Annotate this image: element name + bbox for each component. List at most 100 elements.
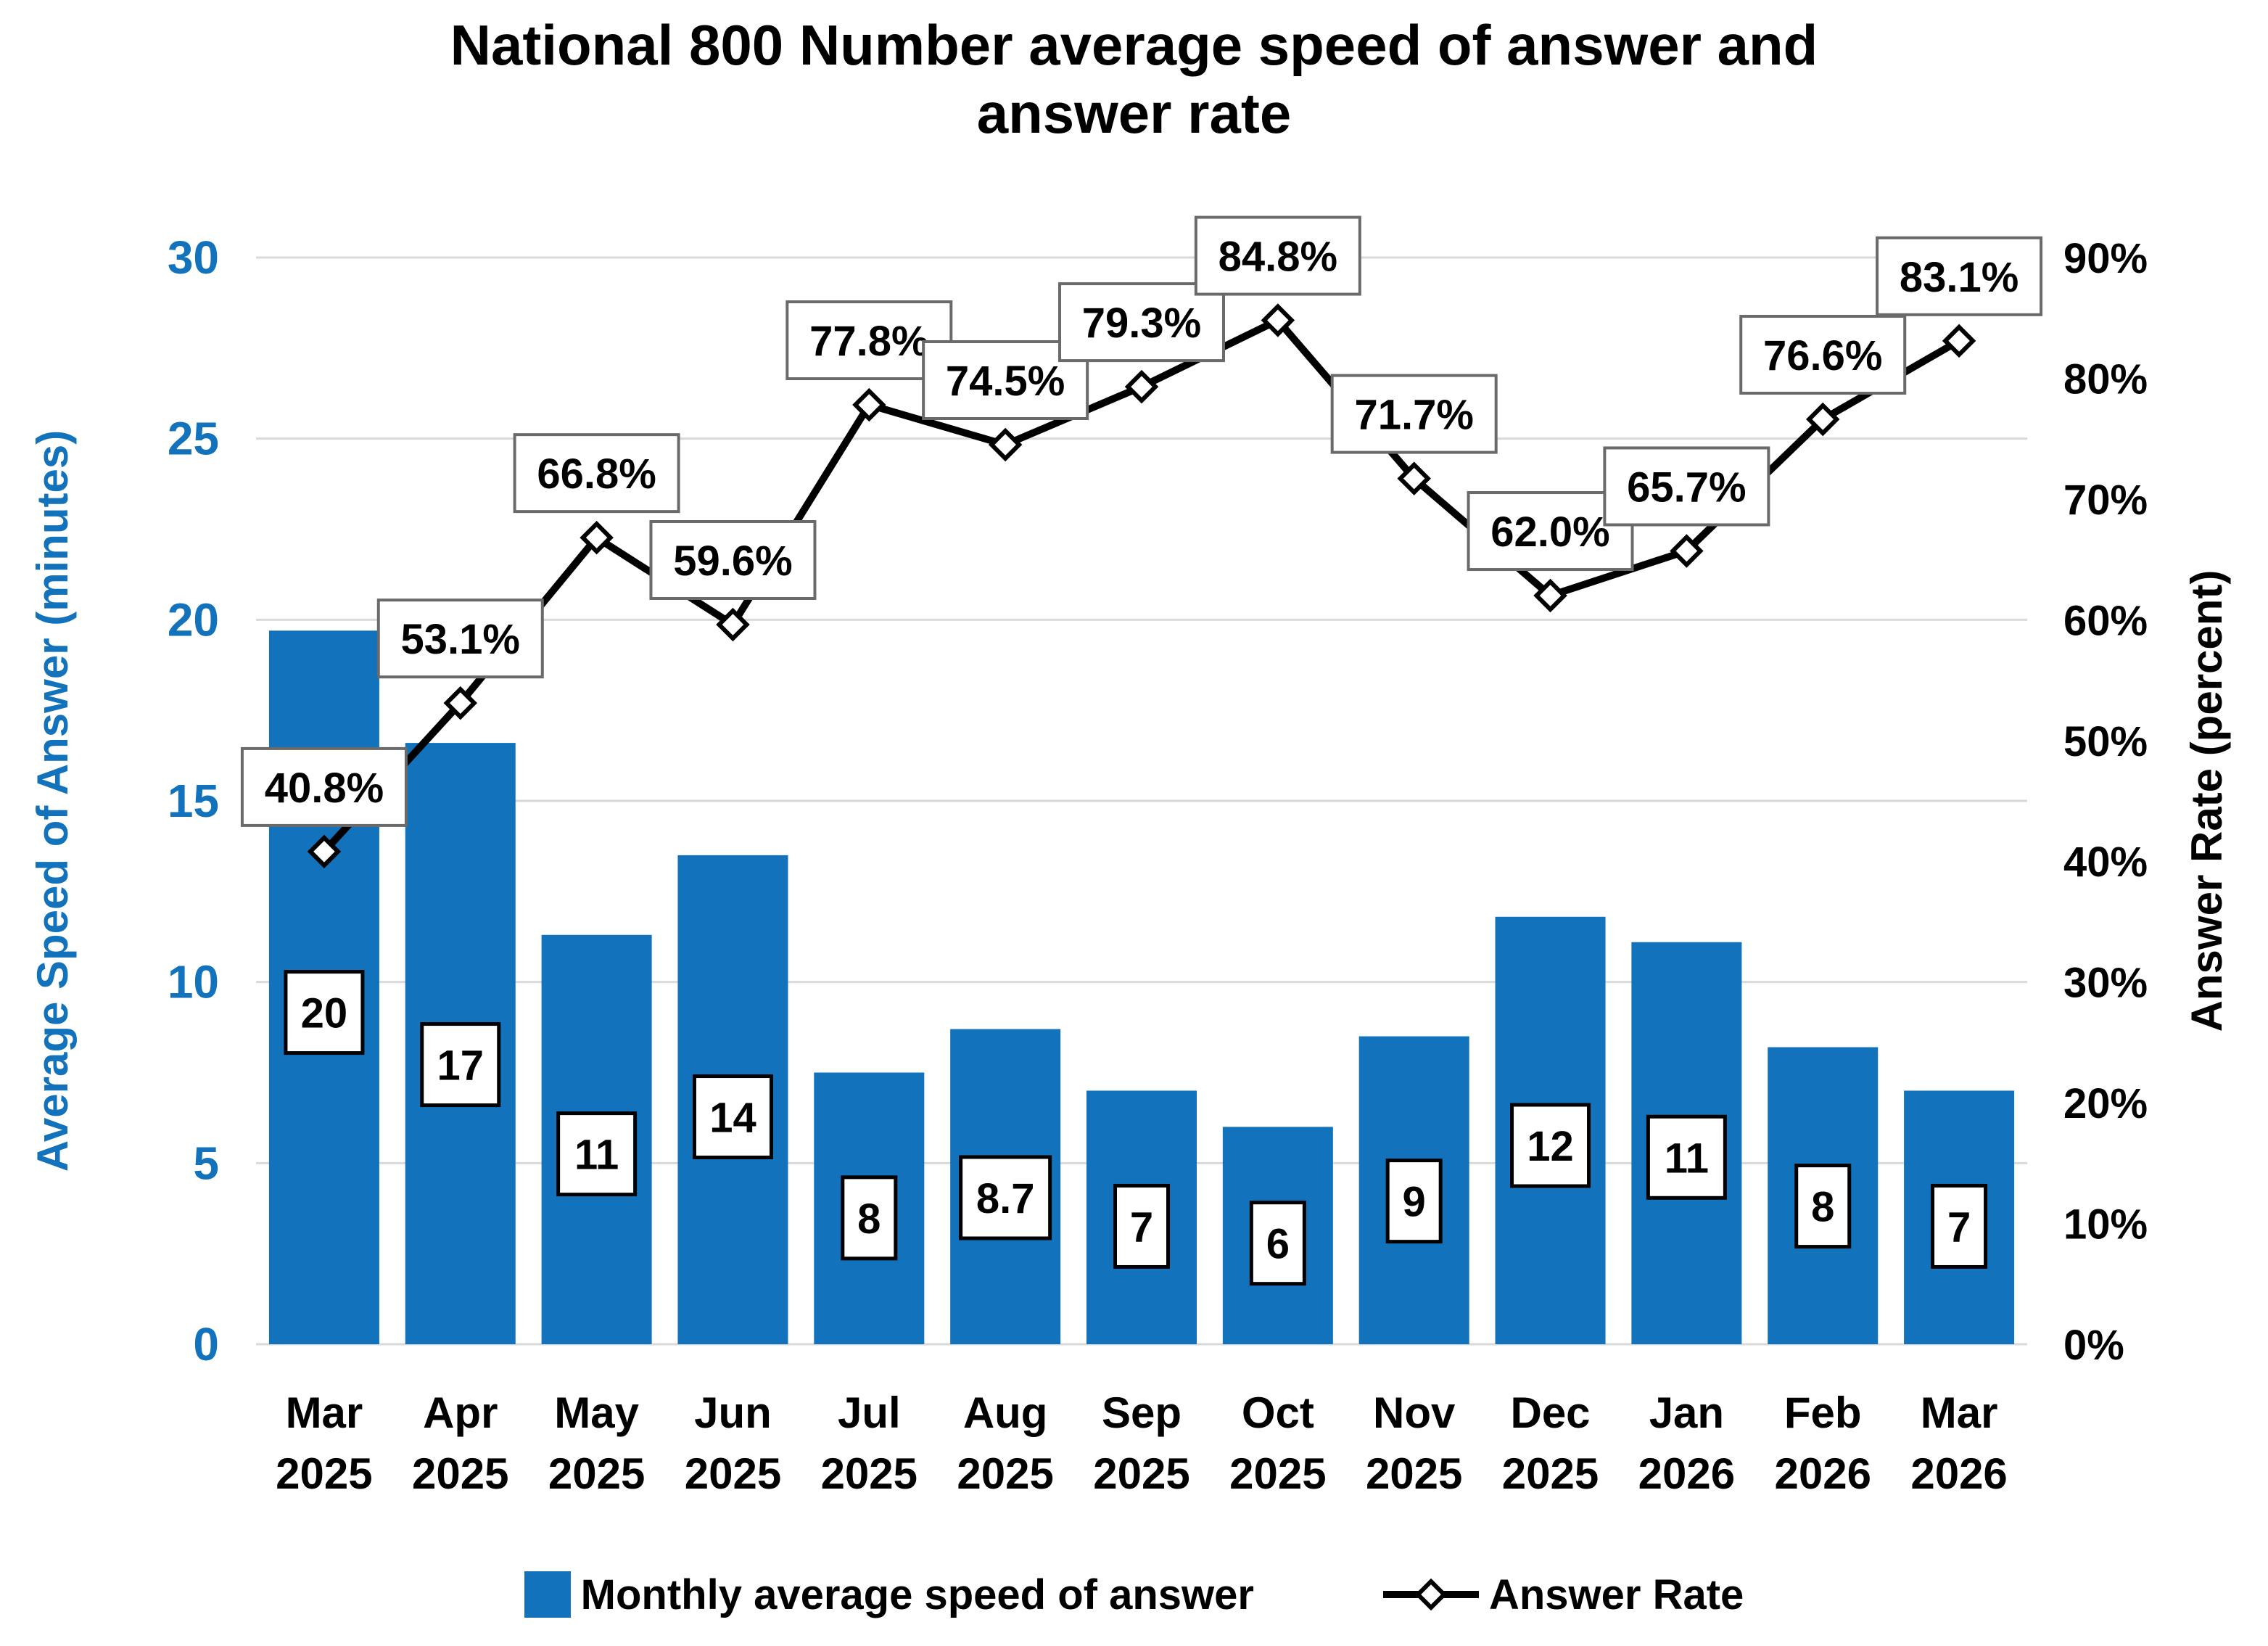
chart-title: National 800 Number average speed of ans… [0,12,2268,147]
line-labels: 40.8% 53.1% 66.8% 59.6% 77.8% 74.5% 79.3% 84.8%… [240,215,2043,827]
svg-text:Nov: Nov [1373,1388,1456,1437]
svg-text:9: 9 [1403,1179,1426,1226]
svg-text:2025: 2025 [548,1449,645,1498]
diamond-marker [580,520,614,555]
diamond-marker [988,427,1023,462]
bar-swatch-icon [524,1571,571,1618]
answer-rate-label: 62.0% [1467,491,1634,572]
svg-text:Feb: Feb [1784,1388,1862,1437]
svg-text:77.8%: 77.8% [809,318,928,365]
svg-text:8: 8 [857,1196,881,1243]
svg-text:Aug: Aug [963,1388,1048,1437]
svg-text:Oct: Oct [1242,1388,1314,1437]
svg-text:2026: 2026 [1638,1449,1735,1498]
svg-text:2025: 2025 [1502,1449,1599,1498]
bar-value-label: 8 [1794,1164,1852,1249]
right-tick-50: 50% [2063,718,2148,765]
svg-text:Jun: Jun [694,1388,772,1437]
left-tick-20: 20 [168,593,219,646]
left-tick-5: 5 [193,1137,219,1189]
x-label-feb-2026: Feb 2026 [1774,1388,1871,1498]
bar-value-label: 14 [692,1074,773,1160]
svg-text:66.8%: 66.8% [537,450,656,498]
svg-text:17: 17 [437,1042,484,1090]
x-axis-labels: Mar 2025 Apr 2025 May 2025 Jun 2025 Jul 2025 Aug 20… [276,1388,2008,1498]
svg-text:Sep: Sep [1102,1388,1182,1437]
svg-text:2025: 2025 [1366,1449,1462,1498]
diamond-marker [1533,578,1567,613]
x-label-sep-2025: Sep 2025 [1093,1388,1189,1498]
bar-value-label: 9 [1385,1159,1443,1244]
bar-value-label: 11 [1646,1114,1727,1200]
left-tick-0: 0 [193,1318,219,1370]
right-tick-0: 0% [2063,1322,2124,1369]
left-tick-30: 30 [168,231,219,284]
svg-text:12: 12 [1527,1123,1574,1170]
diamond-marker [307,834,342,869]
left-tick-10: 10 [168,956,219,1008]
x-label-oct-2025: Oct 2025 [1229,1388,1326,1498]
svg-text:2025: 2025 [685,1449,781,1498]
diamond-marker [1397,461,1431,495]
bar-value-label: 8 [841,1175,898,1261]
right-tick-60: 60% [2063,597,2148,644]
svg-text:2025: 2025 [957,1449,1053,1498]
chart-title-line2: answer rate [976,81,1292,145]
right-tick-80: 80% [2063,355,2148,403]
x-label-dec-2025: Dec 2025 [1502,1388,1599,1498]
x-label-jun-2025: Jun 2025 [685,1388,781,1498]
answer-rate-label: 65.7% [1603,446,1770,527]
right-tick-90: 90% [2063,235,2148,282]
legend-item-line: Answer Rate [1382,1571,1744,1619]
svg-text:76.6%: 76.6% [1763,332,1882,379]
svg-text:8.7: 8.7 [976,1175,1035,1222]
right-tick-70: 70% [2063,477,2148,524]
x-label-nov-2025: Nov 2025 [1366,1388,1462,1498]
svg-text:2026: 2026 [1910,1449,2007,1498]
line-markers [307,303,1976,869]
bar-value-label: 7 [1113,1183,1170,1269]
answer-rate-label: 83.1% [1876,236,2043,316]
answer-rate-label: 53.1% [376,598,544,679]
svg-text:71.7%: 71.7% [1354,392,1473,439]
bar-value-label: 12 [1510,1103,1591,1188]
right-tick-40: 40% [2063,839,2148,886]
diamond-marker [443,686,478,720]
bar-value-label: 17 [420,1022,501,1108]
svg-text:84.8%: 84.8% [1218,234,1337,281]
diamond-marker [1942,324,1976,358]
answer-rate-label: 84.8% [1194,215,1361,296]
answer-rate-label: 40.8% [240,746,408,827]
svg-text:62.0%: 62.0% [1490,509,1609,556]
legend-bar-label: Monthly average speed of answer [580,1571,1254,1618]
diamond-marker [1261,303,1295,337]
svg-text:8: 8 [1811,1184,1834,1231]
diamond-marker [1670,534,1704,568]
line-diamond-swatch-icon [1382,1578,1479,1611]
left-axis-ticks: 0 5 10 15 20 25 30 [168,231,219,1370]
right-tick-10: 10% [2063,1201,2148,1248]
svg-text:Dec: Dec [1510,1388,1590,1437]
svg-text:2025: 2025 [1229,1449,1326,1498]
diamond-marker [716,607,750,642]
left-tick-25: 25 [168,413,219,465]
answer-rate-label: 76.6% [1739,315,1907,395]
diamond-marker [1124,369,1159,404]
svg-text:79.3%: 79.3% [1082,300,1201,347]
svg-text:2026: 2026 [1774,1449,1871,1498]
svg-text:14: 14 [709,1095,756,1142]
svg-text:2025: 2025 [276,1449,372,1498]
svg-text:40.8%: 40.8% [265,765,384,812]
x-label-jul-2025: Jul 2025 [821,1388,917,1498]
legend-line-label: Answer Rate [1488,1571,1744,1618]
bar-labels: 20 17 11 14 8 8.7 7 6 9 12 11 8 7 [284,970,1988,1286]
svg-text:Jan: Jan [1649,1388,1724,1437]
diamond-marker [852,387,886,422]
answer-rate-label: 79.3% [1058,282,1225,363]
answer-rate-label: 59.6% [649,519,817,600]
chart-title-line1: National 800 Number average speed of ans… [450,13,1818,77]
svg-text:Apr: Apr [423,1388,498,1437]
svg-text:11: 11 [574,1132,619,1179]
left-tick-15: 15 [168,775,219,827]
